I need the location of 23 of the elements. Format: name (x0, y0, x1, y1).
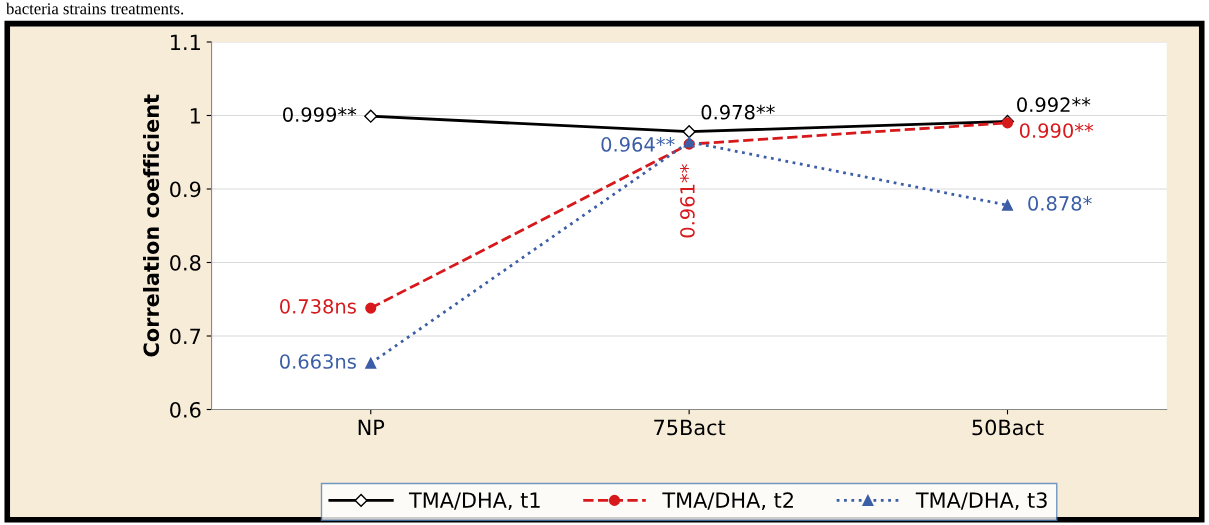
data-label: 0.978** (701, 104, 775, 120)
y-tick-label: 0.9 (170, 181, 201, 198)
x-tick-label: NP (358, 419, 385, 436)
text: bacteria strains treatments. (6, 2, 184, 15)
data-label: 0.738ns (280, 299, 356, 314)
y-tick-label: 0.8 (170, 254, 201, 271)
legend-label: TMA/DHA, t3 (915, 492, 1047, 511)
data-label: 0.961** (680, 164, 695, 238)
data-label: 0.663ns (280, 354, 356, 369)
x-tick-label: 50Bact (972, 419, 1044, 436)
legend-label: TMA/DHA, t1 (408, 492, 540, 511)
y-tick-label: 1 (190, 108, 200, 124)
y-axis-title: Correlation coefficient (143, 94, 160, 357)
data-label: 0.992** (1017, 97, 1091, 113)
data-label: 0.964** (601, 137, 675, 152)
x-tick-label: 75Bact (654, 419, 726, 436)
y-tick-label: 0.6 (170, 401, 201, 418)
y-tick-label: 1.1 (171, 34, 200, 50)
data-label: 0.999** (283, 107, 357, 122)
data-label: 0.990** (1019, 123, 1094, 138)
data-label: 0.878* (1028, 196, 1092, 211)
legend-label: TMA/DHA, t2 (662, 492, 793, 511)
y-tick-label: 0.7 (170, 328, 201, 345)
